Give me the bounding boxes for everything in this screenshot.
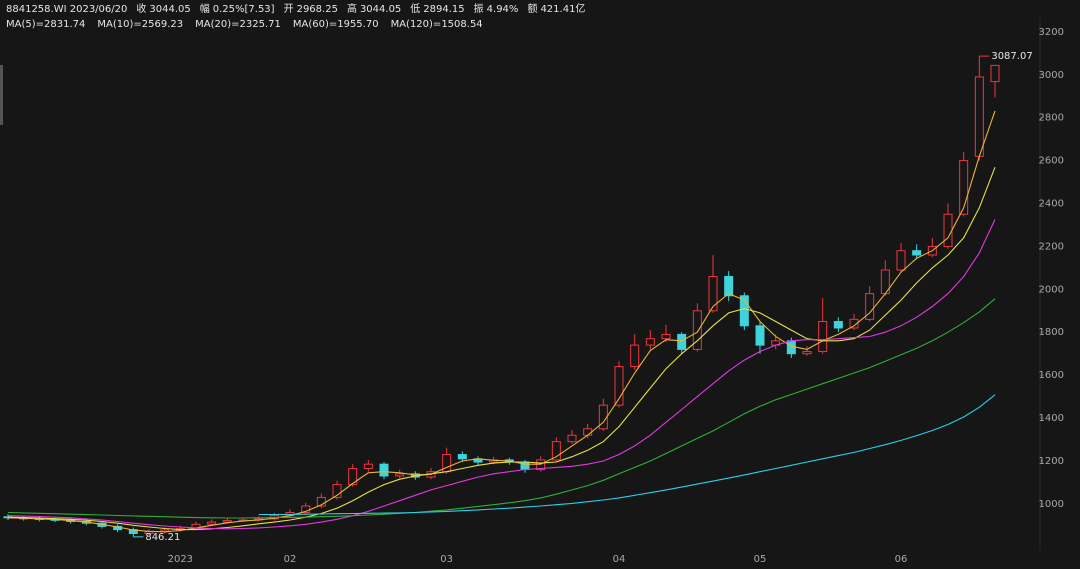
candle-body (818, 321, 828, 353)
candle-body (567, 434, 577, 443)
x-tick-label: 05 (754, 554, 767, 565)
candle-body (724, 275, 734, 297)
quote-value: 2968.25 (297, 4, 338, 15)
x-tick-label: 02 (284, 554, 297, 565)
candle-body (332, 484, 342, 498)
quote-value: 421.41亿 (540, 2, 585, 15)
legend-entry: MA(20)=2325.71 (195, 19, 281, 30)
candle-body (990, 64, 1000, 83)
candle-body (316, 496, 326, 507)
candle-body (583, 428, 593, 436)
ma-line (7, 219, 996, 530)
x-tick-label: 06 (895, 554, 908, 565)
quote-label: 幅 (200, 2, 210, 15)
y-tick-label: 1600 (1039, 370, 1064, 381)
legend-entry: MA(5)=2831.74 (6, 19, 85, 30)
quote-label: 额 (527, 2, 537, 15)
quote-value: 2894.15 (423, 4, 464, 15)
candle-body (865, 293, 875, 320)
y-tick-label: 1800 (1039, 327, 1064, 338)
candle-body (551, 441, 561, 461)
candle-body (943, 213, 953, 247)
ma-line (7, 298, 996, 519)
candle-body (661, 333, 671, 340)
candle-body (363, 463, 373, 469)
x-tick-label: 2023 (168, 554, 193, 565)
quote-value: 3044.05 (149, 4, 190, 15)
y-tick-label: 1200 (1039, 456, 1064, 467)
candle-body (222, 520, 232, 523)
candle-body (379, 463, 389, 477)
quote-code: 8841258.WI 2023/06/20 (6, 4, 127, 15)
candle-body (755, 325, 765, 346)
quote-label: 低 (410, 2, 420, 15)
candle-body (395, 473, 405, 477)
candle-body (802, 351, 812, 355)
candle-body (348, 467, 358, 486)
candle-body (191, 523, 201, 530)
candle-body (974, 76, 984, 157)
quote-label: 振 (474, 2, 484, 15)
y-tick-label: 3200 (1039, 27, 1064, 38)
x-tick-label: 03 (440, 554, 453, 565)
quote-label: 收 (136, 2, 146, 15)
candle-body (739, 295, 749, 327)
candle-body (833, 321, 843, 329)
quote-value: 0.25%[7.53] (213, 4, 275, 15)
y-tick-label: 2800 (1039, 113, 1064, 124)
y-tick-label: 3000 (1039, 70, 1064, 81)
ma-line (7, 110, 996, 533)
candle-body (849, 318, 859, 329)
candle-body (896, 250, 906, 271)
quote-label: 开 (284, 4, 294, 15)
quote-value: 3044.05 (360, 4, 401, 15)
candle-body (645, 338, 655, 346)
candle-body (959, 160, 969, 215)
candle-body (708, 275, 718, 312)
quote-label: 高 (347, 2, 357, 15)
x-tick-label: 04 (613, 554, 626, 565)
candle-body (457, 454, 467, 460)
scroll-indicator (0, 65, 3, 125)
max-label: 3087.07 (991, 51, 1032, 62)
quote-value: 4.94% (487, 4, 519, 15)
y-tick-label: 2200 (1039, 241, 1064, 252)
legend-entry: MA(60)=1955.70 (293, 19, 379, 30)
legend-entry: MA(120)=1508.54 (391, 19, 483, 30)
y-tick-label: 1400 (1039, 413, 1064, 424)
candle-body (614, 366, 624, 406)
y-tick-label: 1000 (1039, 499, 1064, 510)
y-tick-label: 2600 (1039, 156, 1064, 167)
candle-body (630, 344, 640, 368)
y-tick-label: 2400 (1039, 199, 1064, 210)
y-tick-label: 2000 (1039, 284, 1064, 295)
candle-body (207, 521, 217, 525)
candle-body (692, 310, 702, 350)
candle-body (677, 333, 687, 350)
candle-body (912, 250, 922, 256)
ma-line (7, 167, 996, 531)
min-label: 846.21 (145, 532, 180, 543)
legend-entry: MA(10)=2569.23 (97, 19, 183, 30)
ma-line (258, 394, 996, 516)
